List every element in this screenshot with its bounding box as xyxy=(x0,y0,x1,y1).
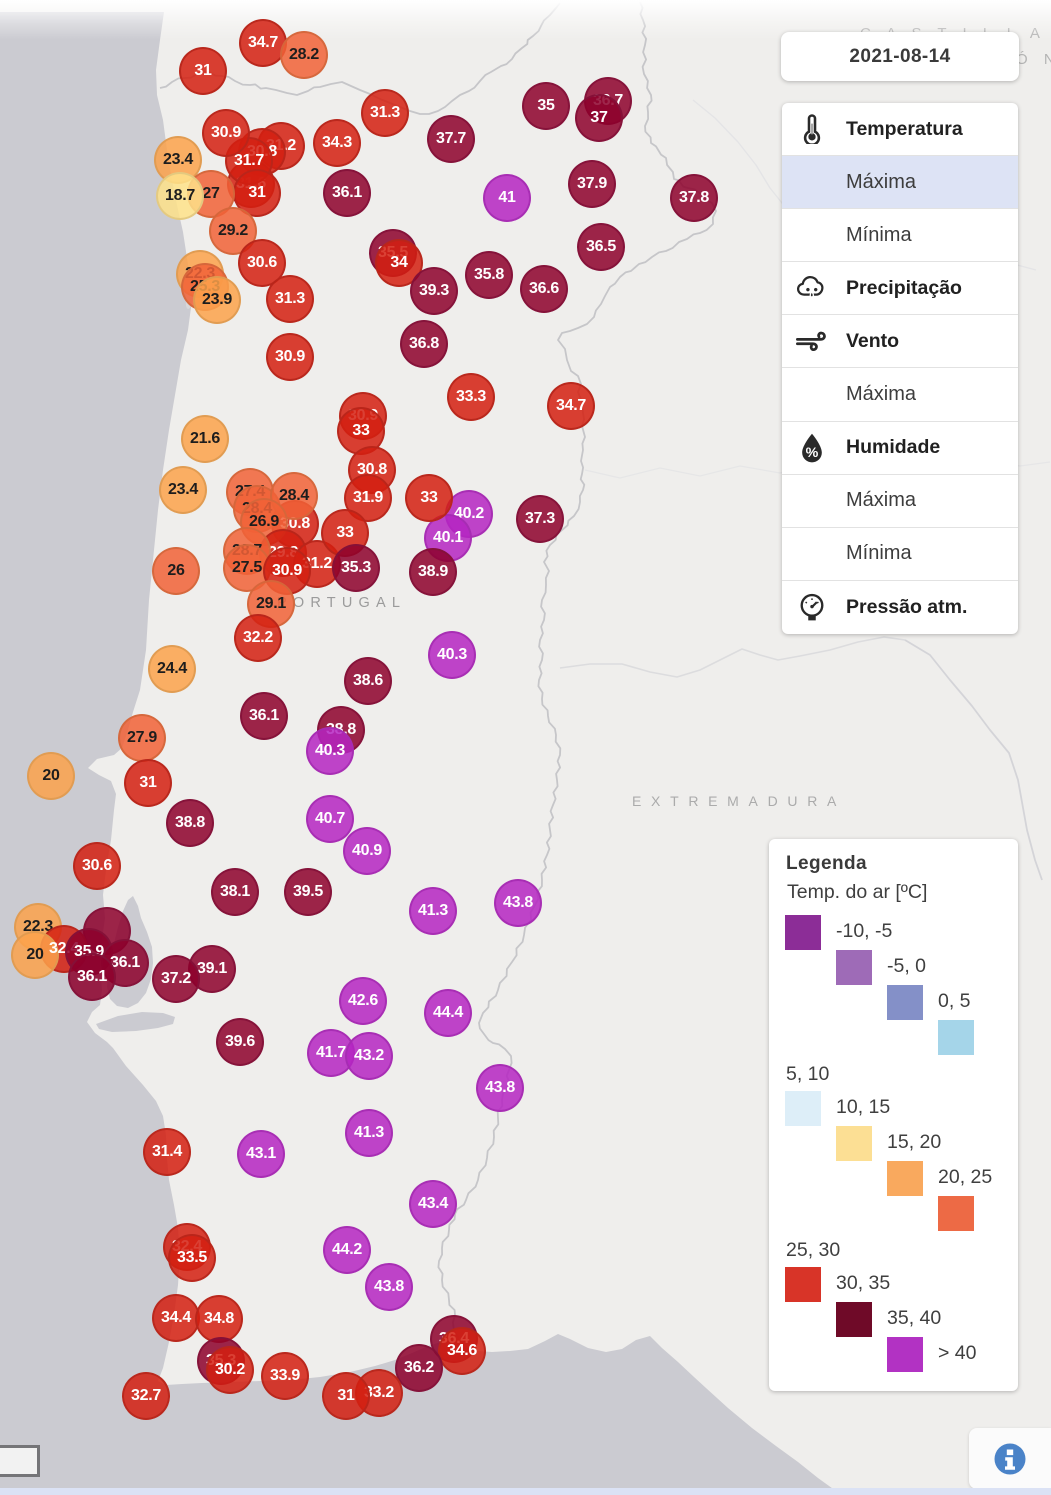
svg-text:PORTUGAL: PORTUGAL xyxy=(277,595,406,611)
svg-text:%: % xyxy=(806,445,819,461)
svg-text:EXTREMADURA: EXTREMADURA xyxy=(632,793,846,809)
